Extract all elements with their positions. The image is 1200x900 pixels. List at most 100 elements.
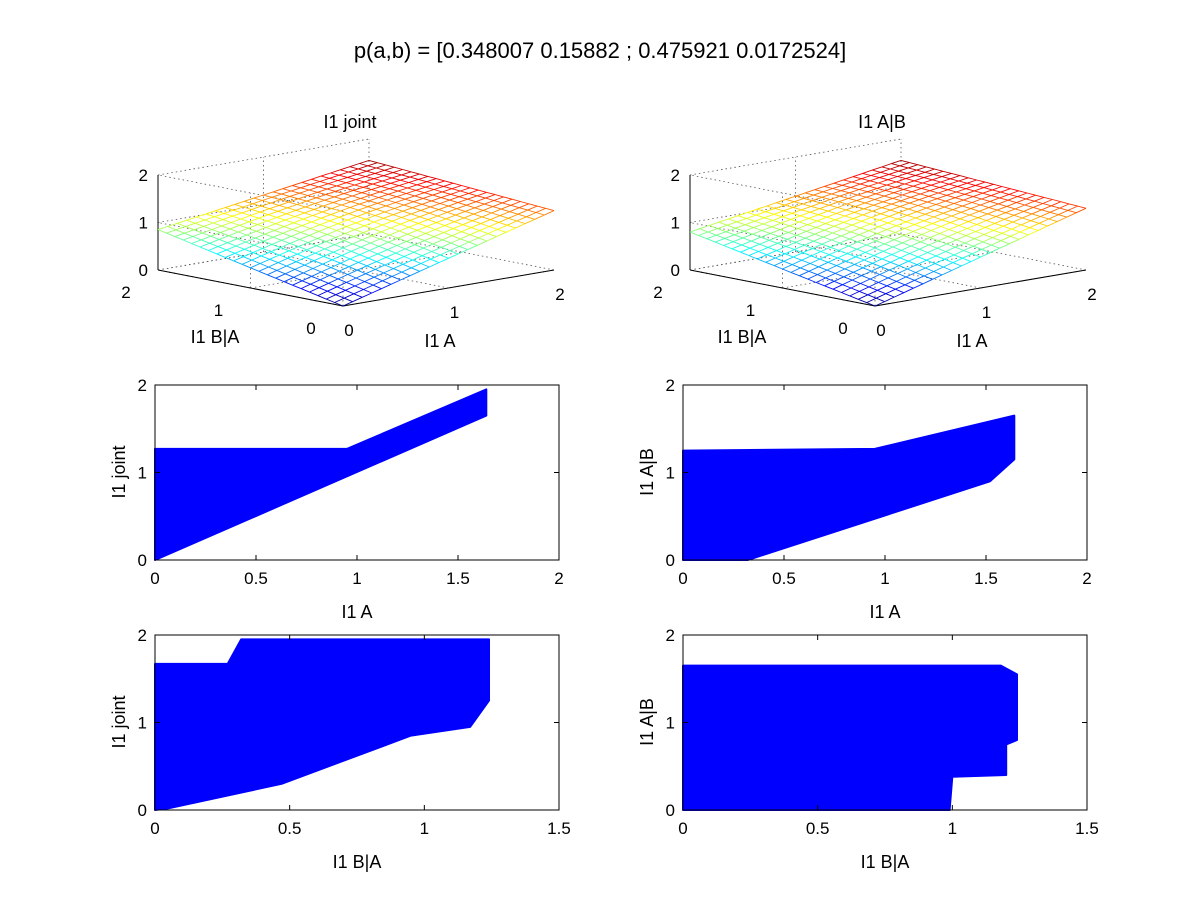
mesh-line — [425, 186, 435, 190]
mesh-line — [918, 199, 928, 203]
mesh-line — [899, 253, 910, 259]
mesh-line — [915, 272, 925, 277]
mesh-line — [824, 229, 833, 234]
mesh-line — [415, 186, 426, 191]
mesh-line — [226, 249, 236, 254]
mesh-line — [925, 213, 934, 218]
mesh-line — [916, 169, 926, 173]
mesh-line — [443, 185, 453, 190]
mesh-line — [393, 263, 404, 270]
mesh-line — [886, 229, 896, 233]
mesh-line — [370, 238, 381, 244]
mesh-line — [311, 271, 322, 277]
mesh-line — [527, 205, 538, 211]
mesh-line — [205, 213, 215, 218]
mesh-line — [378, 193, 389, 198]
mesh-line — [812, 243, 823, 249]
mesh-line — [378, 245, 388, 251]
mesh-line — [427, 219, 437, 224]
mesh-line — [1013, 210, 1024, 216]
mesh-line — [906, 169, 917, 174]
mesh-line — [510, 201, 521, 206]
mesh-line — [467, 244, 478, 251]
mesh-line — [394, 204, 405, 209]
mesh-line — [874, 195, 885, 200]
mesh-line — [355, 273, 366, 279]
mesh-line — [716, 231, 727, 236]
mesh-line — [293, 218, 304, 224]
mesh-line — [276, 265, 287, 271]
y-tick-label: 0 — [138, 551, 147, 570]
mesh-line — [365, 172, 376, 177]
mesh-line — [240, 218, 250, 223]
mesh-line — [867, 237, 877, 242]
mesh-line — [756, 205, 767, 210]
mesh-line — [252, 248, 263, 254]
mesh-line — [1023, 210, 1033, 215]
mesh-line — [850, 183, 861, 188]
mesh-line — [251, 209, 261, 213]
x-tick-label: 1 — [450, 303, 459, 322]
mesh-line — [911, 187, 922, 193]
mesh-line — [861, 217, 872, 222]
mesh-line — [354, 285, 364, 290]
mesh-line — [910, 241, 921, 247]
mesh-line — [344, 187, 354, 191]
mesh-line — [915, 213, 926, 219]
mesh-line — [384, 211, 394, 216]
mesh-line — [953, 254, 963, 259]
mesh-line — [442, 188, 453, 193]
mesh-line — [857, 194, 867, 198]
mesh-line — [423, 243, 434, 249]
mesh-line — [899, 162, 910, 167]
mesh-line — [877, 289, 886, 295]
mesh-line — [923, 220, 933, 225]
mesh-line — [349, 258, 359, 263]
mesh-line — [363, 289, 372, 294]
mesh-line — [917, 201, 928, 206]
x-tick-label: 1 — [948, 819, 957, 838]
mesh-line — [359, 254, 369, 259]
x-axis-label: I1 A — [341, 602, 372, 622]
mesh-line — [922, 227, 932, 231]
mesh-line — [800, 211, 811, 217]
mesh-line — [819, 208, 829, 212]
mesh-line — [379, 238, 389, 243]
mesh-line — [935, 200, 946, 205]
mesh-line — [958, 180, 968, 184]
mesh-line — [728, 218, 737, 223]
mesh-line — [952, 209, 962, 213]
mesh-line — [304, 208, 315, 214]
mesh-line — [332, 202, 342, 206]
mesh-line — [920, 193, 929, 197]
mesh-line — [481, 216, 491, 221]
mesh-line — [897, 268, 908, 274]
mesh-line — [1030, 220, 1040, 224]
mesh-line — [403, 204, 413, 209]
mesh-line — [1058, 209, 1069, 216]
mesh-line — [398, 182, 409, 187]
mesh-line — [292, 181, 303, 187]
mesh-line — [474, 203, 485, 209]
mesh-line — [466, 204, 475, 209]
mesh-line — [477, 240, 488, 246]
mesh-line — [432, 243, 442, 248]
mesh-line — [909, 162, 918, 166]
mesh-line — [966, 182, 976, 186]
mesh-line — [330, 214, 340, 218]
mesh-line — [497, 224, 508, 230]
mesh-line — [226, 245, 237, 251]
mesh-line — [334, 302, 344, 307]
mesh-line — [409, 176, 419, 180]
mesh-line — [878, 226, 887, 231]
mesh-line — [836, 213, 845, 217]
mesh-line — [392, 169, 403, 174]
mesh-line — [429, 262, 440, 268]
mesh-line — [453, 224, 463, 230]
y-tick-label: 2 — [653, 283, 662, 302]
mesh-line — [807, 274, 818, 280]
mesh-line — [396, 196, 406, 200]
mesh-line — [327, 233, 336, 238]
mesh-line — [430, 258, 440, 264]
mesh-line — [1059, 207, 1069, 211]
